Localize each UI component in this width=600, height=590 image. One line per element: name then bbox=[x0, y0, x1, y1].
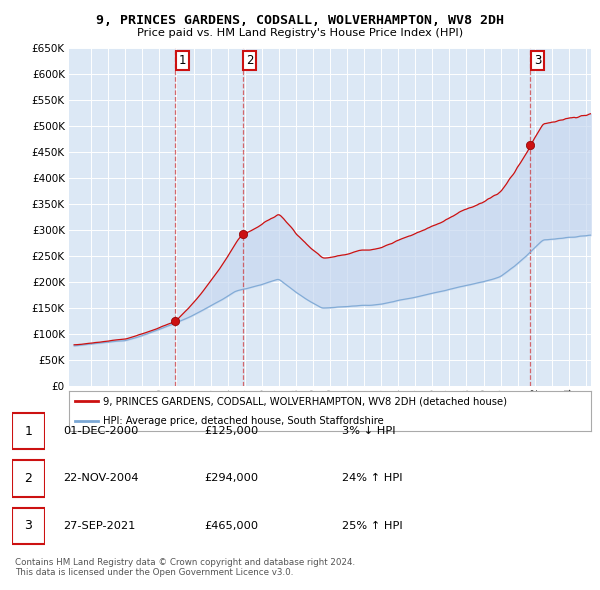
Text: 25% ↑ HPI: 25% ↑ HPI bbox=[342, 521, 403, 530]
Text: 22-NOV-2004: 22-NOV-2004 bbox=[63, 474, 139, 483]
Text: 3% ↓ HPI: 3% ↓ HPI bbox=[342, 427, 395, 436]
Text: 01-DEC-2000: 01-DEC-2000 bbox=[63, 427, 139, 436]
Text: £125,000: £125,000 bbox=[204, 427, 258, 436]
Text: 3: 3 bbox=[534, 54, 541, 67]
Text: Contains HM Land Registry data © Crown copyright and database right 2024.
This d: Contains HM Land Registry data © Crown c… bbox=[15, 558, 355, 577]
Text: 9, PRINCES GARDENS, CODSALL, WOLVERHAMPTON, WV8 2DH (detached house): 9, PRINCES GARDENS, CODSALL, WOLVERHAMPT… bbox=[103, 396, 507, 407]
Text: 1: 1 bbox=[25, 425, 32, 438]
Text: 2: 2 bbox=[25, 472, 32, 485]
Text: 27-SEP-2021: 27-SEP-2021 bbox=[63, 521, 136, 530]
Text: 24% ↑ HPI: 24% ↑ HPI bbox=[342, 474, 403, 483]
Text: £294,000: £294,000 bbox=[204, 474, 258, 483]
FancyBboxPatch shape bbox=[12, 507, 45, 544]
FancyBboxPatch shape bbox=[12, 413, 45, 450]
FancyBboxPatch shape bbox=[12, 460, 45, 497]
Text: 9, PRINCES GARDENS, CODSALL, WOLVERHAMPTON, WV8 2DH: 9, PRINCES GARDENS, CODSALL, WOLVERHAMPT… bbox=[96, 14, 504, 27]
Text: £465,000: £465,000 bbox=[204, 521, 258, 530]
Text: Price paid vs. HM Land Registry's House Price Index (HPI): Price paid vs. HM Land Registry's House … bbox=[137, 28, 463, 38]
Text: 1: 1 bbox=[178, 54, 186, 67]
Text: 2: 2 bbox=[246, 54, 253, 67]
Text: HPI: Average price, detached house, South Staffordshire: HPI: Average price, detached house, Sout… bbox=[103, 416, 383, 425]
Text: 3: 3 bbox=[25, 519, 32, 532]
